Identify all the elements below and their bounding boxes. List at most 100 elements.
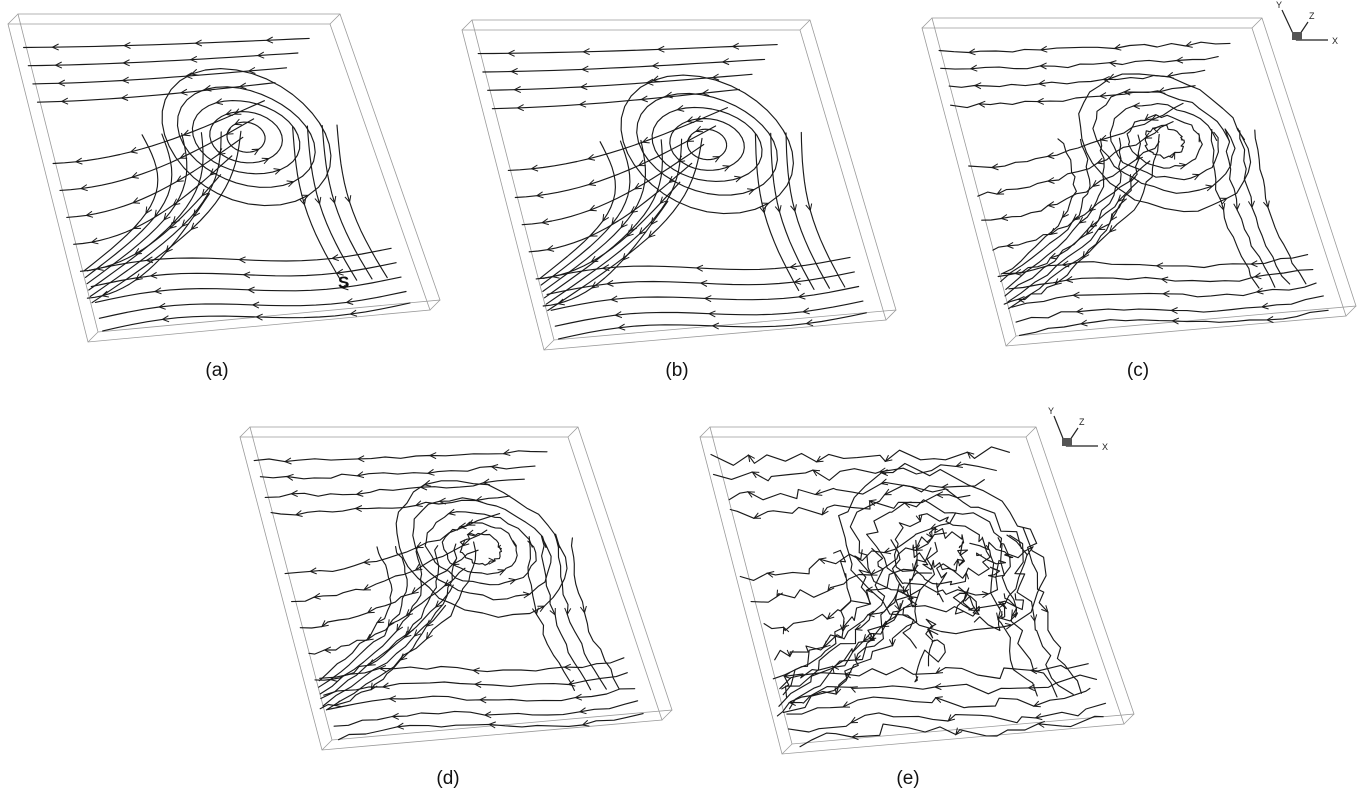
streamline-arrow — [707, 310, 716, 318]
streamline-arrow — [620, 220, 628, 229]
streamline-arrow — [157, 302, 166, 310]
streamline-arrow — [935, 491, 944, 499]
axis-label-y: Y — [1048, 406, 1054, 416]
streamline-arrow — [564, 607, 572, 616]
streamline-arrow — [805, 203, 813, 212]
streamline-arrow — [1082, 251, 1090, 260]
streamline-arrow — [194, 39, 203, 47]
streamline-arrow — [821, 507, 829, 516]
streamline-arrow — [801, 307, 810, 315]
panel-b — [461, 19, 897, 351]
axis-label-z: Z — [1309, 11, 1315, 21]
streamline-arrow — [1088, 204, 1096, 212]
streamline-arrow — [955, 727, 963, 736]
streamline-arrow — [376, 616, 385, 624]
streamline-arrow — [407, 626, 414, 635]
streamline-arrow — [349, 309, 358, 317]
streamline-arrow — [497, 569, 506, 576]
streamline-arrow — [488, 557, 497, 565]
streamline-arrow — [57, 79, 66, 87]
streamline-arrow — [286, 180, 295, 188]
streamline-arrow — [265, 36, 274, 44]
streamline — [786, 687, 1091, 715]
streamline-arrow — [1004, 622, 1013, 630]
streamline-arrow — [516, 104, 525, 112]
caption-c: (c) — [1127, 360, 1149, 381]
streamline-arrow — [242, 271, 251, 279]
streamline-arrow — [588, 204, 597, 212]
streamline-arrow — [701, 89, 710, 97]
streamline-arrow — [184, 72, 193, 80]
streamline — [491, 88, 740, 110]
vortex-streamline — [1092, 90, 1236, 194]
streamline-arrow — [1108, 225, 1117, 233]
streamline-arrow — [396, 722, 405, 730]
streamline-arrow — [934, 696, 943, 703]
vortex-streamline — [620, 74, 794, 215]
streamline-arrow — [1079, 319, 1088, 327]
streamline-arrow — [366, 606, 375, 614]
streamline-arrow — [854, 624, 863, 631]
streamline — [487, 73, 753, 91]
streamline — [32, 67, 288, 85]
streamline-arrow — [888, 638, 896, 647]
vortex-streamline — [191, 100, 301, 175]
streamline-arrow — [815, 455, 824, 463]
streamline-arrow — [354, 505, 363, 513]
streamline-arrow — [415, 541, 424, 549]
streamline-arrow — [225, 128, 234, 135]
streamline-arrow — [694, 115, 703, 122]
streamline-arrow — [731, 42, 740, 50]
streamline-arrow — [734, 175, 743, 183]
streamline-arrow — [193, 209, 201, 218]
streamline-arrow — [428, 452, 437, 460]
streamline-arrow — [1233, 203, 1241, 212]
streamline — [514, 125, 717, 199]
streamline-arrow — [578, 707, 587, 715]
streamline-arrow — [247, 286, 255, 294]
streamline-arrow — [1249, 260, 1258, 268]
streamline-arrow — [423, 479, 432, 487]
box-edge — [1251, 17, 1263, 29]
vortex-streamline — [686, 128, 728, 161]
streamline — [318, 546, 408, 688]
streamline-arrow — [403, 630, 412, 639]
streamline — [325, 541, 477, 711]
streamline-arrow — [290, 490, 298, 498]
streamline-arrow — [582, 48, 590, 56]
streamline-arrow — [1260, 302, 1269, 310]
streamline-arrow — [841, 701, 851, 708]
streamline-arrow — [502, 449, 511, 456]
streamline — [1000, 138, 1091, 283]
streamline-arrow — [1098, 92, 1107, 100]
streamline-arrow — [378, 665, 387, 673]
turbulent-streamline — [973, 593, 1018, 632]
streamline-arrow — [145, 206, 153, 215]
streamline — [750, 532, 947, 603]
streamline-arrow — [1175, 56, 1184, 64]
streamline-arrow — [522, 591, 531, 599]
streamline-arrow — [179, 152, 188, 159]
streamline-arrow — [182, 129, 191, 137]
streamline-arrow — [233, 118, 242, 126]
streamline — [540, 140, 631, 286]
streamline-arrow — [396, 623, 404, 632]
streamline-arrow — [1037, 720, 1045, 728]
streamline-arrow — [1061, 260, 1070, 268]
streamline-arrow — [1046, 152, 1055, 160]
streamline-arrow — [645, 78, 654, 86]
streamline — [763, 547, 932, 632]
streamline-arrow — [273, 168, 282, 175]
streamline — [66, 136, 244, 218]
streamline-arrow — [510, 67, 518, 75]
streamline-arrow — [1030, 614, 1038, 623]
streamline — [940, 56, 1219, 70]
streamline — [1005, 138, 1105, 290]
streamline-arrow — [546, 245, 555, 252]
streamline-arrow — [686, 116, 695, 123]
streamline — [259, 465, 536, 480]
vortex-streamline — [838, 462, 1047, 635]
streamline — [320, 545, 440, 700]
streamline-arrow — [1054, 278, 1062, 286]
streamline-arrow — [190, 222, 199, 231]
